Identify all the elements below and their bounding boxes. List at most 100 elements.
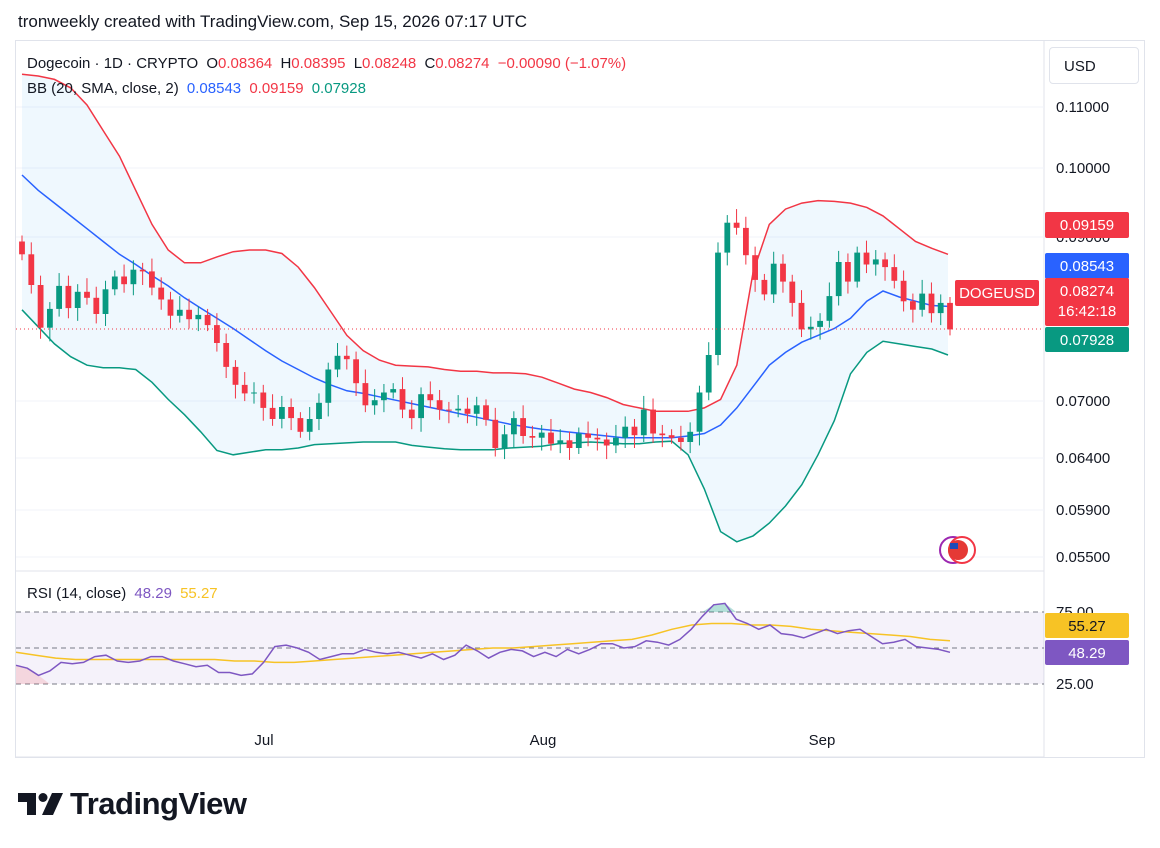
bb-upper-line bbox=[21, 73, 949, 413]
bb-legend: BB (20, SMA, close, 2) 0.08543 0.09159 0… bbox=[27, 80, 370, 97]
candle-body bbox=[473, 405, 480, 414]
candle-body bbox=[520, 418, 526, 436]
candle-body bbox=[279, 407, 285, 419]
time-axis-label: Jul bbox=[254, 732, 273, 749]
candle-body bbox=[195, 314, 202, 320]
candle-body bbox=[139, 269, 146, 272]
price-tick-label: 0.06400 bbox=[1056, 450, 1110, 467]
tradingview-logo[interactable]: TradingView bbox=[18, 786, 247, 822]
candle-body bbox=[659, 433, 666, 436]
rsi-tick-label: 25.00 bbox=[1056, 676, 1094, 693]
high-value: 0.08395 bbox=[291, 55, 346, 72]
candle-body bbox=[780, 263, 786, 282]
price-legend: Dogecoin · 1D · CRYPTO O0.08364 H0.08395… bbox=[27, 55, 627, 72]
candle-body bbox=[241, 384, 248, 394]
bb-lower-badge-bg bbox=[1045, 327, 1129, 352]
candle-body bbox=[845, 262, 851, 282]
open-value: 0.08364 bbox=[218, 55, 273, 72]
bb-basis-value: 0.08543 bbox=[186, 80, 242, 97]
currency-button[interactable]: USD bbox=[1049, 47, 1139, 84]
candle-body bbox=[529, 436, 536, 438]
rsi-badge: 48.29 bbox=[1045, 640, 1129, 665]
rsi-ma-badge: 55.27 bbox=[1045, 613, 1129, 638]
candle-body bbox=[232, 366, 239, 385]
symbol-tag-text: DOGEUSD bbox=[959, 285, 1035, 302]
candle-body bbox=[492, 419, 499, 448]
candle-body bbox=[121, 276, 127, 285]
candle-body bbox=[882, 259, 888, 268]
candle-body bbox=[650, 409, 656, 434]
candle-body bbox=[575, 433, 582, 448]
candle-body bbox=[770, 263, 777, 295]
candle-body bbox=[724, 222, 731, 253]
price-tick-label: 0.07000 bbox=[1056, 393, 1110, 410]
candle-body bbox=[399, 389, 406, 410]
candle-body bbox=[900, 280, 907, 302]
candle-body bbox=[84, 291, 90, 298]
candle-body bbox=[214, 325, 220, 343]
candle-body bbox=[56, 285, 62, 309]
bb-basis-badge: 0.08543 bbox=[1045, 253, 1129, 279]
us-flag-canton bbox=[950, 543, 958, 549]
candle-body bbox=[594, 437, 601, 440]
candle-body bbox=[928, 293, 935, 314]
economic-event-icon bbox=[939, 536, 976, 564]
bb-label[interactable]: BB (20, SMA, close, 2) bbox=[27, 80, 179, 97]
candle-body bbox=[186, 309, 192, 320]
candle-body bbox=[343, 355, 350, 360]
candle-body bbox=[733, 222, 740, 228]
candle-body bbox=[640, 409, 647, 436]
rsi-ma-badge-bg bbox=[1045, 613, 1129, 638]
candle-body bbox=[761, 279, 768, 295]
candle-body bbox=[297, 418, 304, 432]
candle-body bbox=[937, 302, 944, 314]
candle-body bbox=[557, 440, 564, 444]
candle-body bbox=[130, 269, 137, 285]
last-price-badge-bg bbox=[1045, 278, 1129, 326]
rsi-overbought-fill bbox=[702, 603, 737, 612]
candle-body bbox=[334, 355, 341, 370]
rsi-label[interactable]: RSI (14, close) bbox=[27, 585, 127, 602]
bb-lower-line bbox=[21, 309, 949, 543]
candle-body bbox=[316, 402, 322, 419]
candle-body bbox=[789, 281, 796, 303]
rsi-ma-badge-text: 55.27 bbox=[1068, 618, 1106, 635]
rsi-value: 48.29 bbox=[134, 585, 172, 602]
candle-body bbox=[353, 359, 359, 384]
candle-body bbox=[74, 291, 81, 308]
bb-upper-value: 0.09159 bbox=[249, 80, 304, 97]
candle-body bbox=[743, 227, 749, 256]
candle-body bbox=[538, 432, 545, 438]
bb-upper-badge-text: 0.09159 bbox=[1060, 217, 1114, 234]
candle-body bbox=[446, 409, 452, 411]
time-axis-label: Sep bbox=[809, 732, 836, 749]
bb-basis-badge-text: 0.08543 bbox=[1060, 258, 1114, 275]
symbol-tag: DOGEUSD bbox=[955, 280, 1039, 306]
candle-body bbox=[223, 343, 230, 367]
candle-body bbox=[696, 392, 703, 432]
price-tick-label: 0.05900 bbox=[1056, 502, 1110, 519]
candle-body bbox=[65, 285, 72, 309]
candle-body bbox=[668, 435, 675, 438]
last-price-badge-text: 16:42:18 bbox=[1058, 303, 1116, 320]
candle-body bbox=[37, 285, 44, 328]
candle-body bbox=[176, 309, 183, 316]
candle-body bbox=[585, 433, 591, 438]
last-price-badge: 0.08274 16:42:18 bbox=[1045, 278, 1129, 326]
symbol-info[interactable]: Dogecoin · 1D · CRYPTO bbox=[27, 55, 199, 72]
candle-body bbox=[306, 419, 313, 432]
close-value: 0.08274 bbox=[435, 55, 490, 72]
rsi-ma-value: 55.27 bbox=[180, 585, 218, 602]
candle-body bbox=[464, 408, 471, 414]
rsi-line bbox=[15, 602, 951, 677]
candle-body bbox=[19, 241, 25, 255]
tradingview-logo-icon bbox=[18, 793, 63, 815]
candle-body bbox=[910, 301, 916, 310]
candle-body bbox=[288, 407, 294, 419]
candle-body bbox=[613, 437, 619, 446]
time-axis-label: Aug bbox=[530, 732, 557, 749]
bb-upper-badge-bg bbox=[1045, 212, 1129, 238]
price-tick-label: 0.11000 bbox=[1056, 99, 1109, 116]
bb-basis-badge-bg bbox=[1045, 253, 1129, 279]
